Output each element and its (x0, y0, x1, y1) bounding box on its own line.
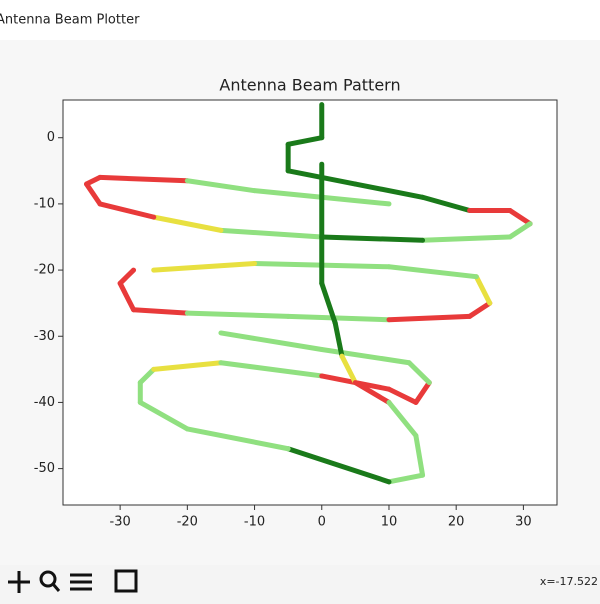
track-segment (420, 194, 473, 214)
track-segment (285, 135, 325, 147)
y-tick-label: -10 (34, 196, 55, 211)
track-segment (339, 353, 358, 386)
y-tick-label: -40 (34, 395, 55, 410)
x-tick-label: 20 (448, 515, 465, 530)
configure-button[interactable] (70, 573, 92, 591)
track-segment (420, 234, 513, 243)
title-bar (0, 0, 600, 40)
track-segment (218, 330, 325, 352)
track-segment (319, 194, 392, 207)
track-segment (319, 280, 338, 326)
toolbar (8, 569, 138, 593)
y-tick-label: -20 (34, 263, 55, 278)
track-segment (117, 280, 137, 313)
track-segment (507, 208, 533, 227)
track-segment (97, 201, 157, 220)
track-segment (406, 360, 432, 386)
track-segment (386, 264, 479, 280)
x-tick-label: 30 (515, 515, 532, 530)
x-tick-label: -20 (177, 515, 198, 530)
track-segment (137, 399, 190, 432)
window-title: Antenna Beam Plotter (0, 13, 140, 28)
track-segment (386, 386, 419, 405)
track-segment (332, 320, 345, 359)
track-segment (151, 214, 224, 233)
y-tick-label: -30 (34, 329, 55, 344)
track-segment (467, 300, 493, 319)
track-segment (413, 433, 426, 478)
track-segment (352, 380, 392, 405)
track-segment (131, 307, 190, 316)
track-segment (252, 188, 325, 200)
zoom-button[interactable] (39, 570, 61, 592)
y-tick-label: -50 (34, 461, 55, 476)
x-tick-label: -10 (244, 515, 265, 530)
track-segment (352, 181, 426, 200)
pan-button[interactable] (8, 571, 30, 593)
save-button[interactable] (114, 569, 138, 593)
track-segment (319, 234, 426, 243)
track-segment (137, 366, 157, 386)
track-segment (184, 178, 258, 194)
track-segment (473, 274, 493, 306)
status-text: x=-17.522 (540, 575, 598, 588)
track-segment (386, 472, 426, 485)
chart-title: Antenna Beam Pattern (219, 76, 400, 95)
track-segment (184, 310, 291, 319)
track-segment (117, 267, 137, 286)
track-segment (386, 313, 473, 323)
plot-area (62, 99, 558, 506)
x-tick-label: -30 (110, 515, 131, 530)
track-segment (386, 399, 419, 439)
track-segment (84, 181, 103, 207)
track-segment (285, 313, 392, 323)
track-segment (319, 346, 412, 366)
track-segment (218, 360, 325, 379)
y-tick-label: 0 (47, 130, 55, 145)
track-segment (97, 174, 190, 184)
track-segment (507, 221, 533, 240)
x-tick-label: 10 (381, 515, 398, 530)
track-segment (285, 446, 392, 485)
track-segment (413, 380, 432, 405)
track-segment (184, 426, 291, 452)
track-segment (151, 260, 258, 273)
x-tick-label: 0 (318, 515, 326, 530)
track-segment (151, 360, 224, 372)
track-segment (218, 227, 325, 240)
